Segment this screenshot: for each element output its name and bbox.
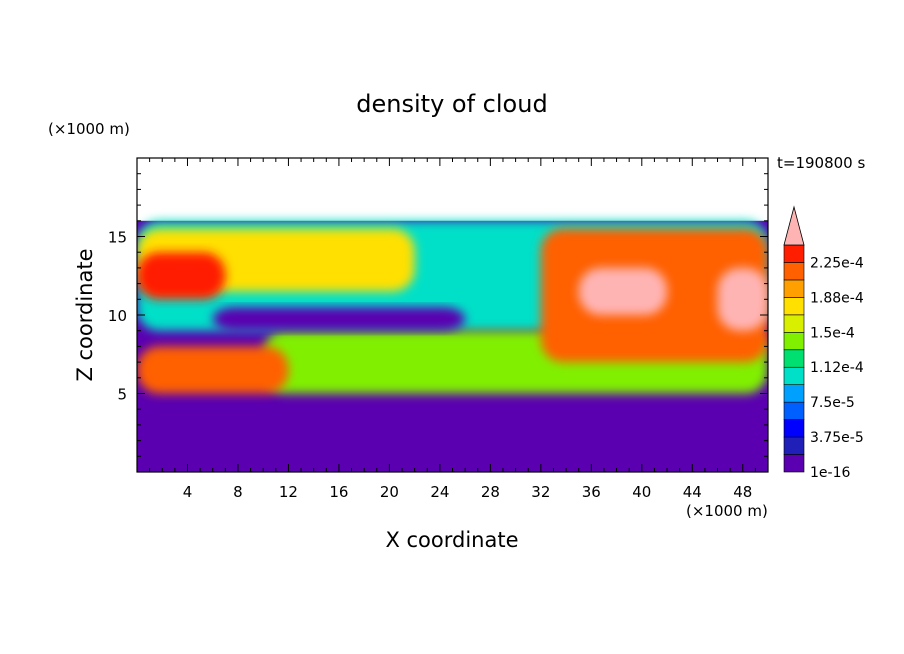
field-region — [212, 307, 466, 331]
x-tick-label: 20 — [380, 483, 399, 501]
x-axis: 4 8 12 16 20 24 28 32 36 40 44 48 — [149, 158, 756, 501]
field-region — [578, 267, 668, 315]
colorbar-swatch — [783, 297, 805, 316]
x-unit-label: (×1000 m) — [686, 502, 768, 520]
chart-title: density of cloud — [356, 90, 547, 118]
colorbar-label: 1e-16 — [810, 465, 850, 481]
colorbar-swatch — [783, 332, 805, 351]
colorbar-swatch — [783, 419, 805, 438]
x-tick-label: 4 — [183, 483, 193, 501]
x-tick-label: 28 — [481, 483, 500, 501]
colorbar-swatch — [783, 454, 805, 473]
x-axis-title: X coordinate — [385, 528, 518, 552]
colorbar-swatch — [783, 279, 805, 298]
field-region — [137, 252, 226, 300]
y-axis: 5 10 15 — [108, 173, 768, 457]
field-region — [717, 267, 768, 331]
colorbar-extend-arrow — [783, 205, 805, 246]
y-tick-label: 10 — [108, 307, 127, 325]
x-tick-label: 16 — [329, 483, 348, 501]
y-axis-title: Z coordinate — [73, 248, 97, 381]
x-tick-label: 24 — [430, 483, 449, 501]
cloud-density-field — [137, 220, 768, 472]
x-tick-label: 32 — [531, 483, 550, 501]
time-label: t=190800 s — [777, 154, 865, 172]
colorbar-swatch — [783, 436, 805, 455]
x-tick-label: 8 — [233, 483, 243, 501]
field-region — [137, 346, 289, 394]
colorbar-swatch — [783, 366, 805, 385]
y-tick-label: 15 — [108, 229, 127, 247]
x-tick-label: 36 — [582, 483, 601, 501]
x-tick-label: 44 — [683, 483, 702, 501]
x-tick-label: 48 — [733, 483, 752, 501]
colorbar-label: 1.5e-4 — [810, 325, 855, 341]
colorbar-label: 1.88e-4 — [810, 290, 864, 306]
x-tick-label: 12 — [279, 483, 298, 501]
colorbar-swatch — [783, 262, 805, 281]
x-tick-label: 40 — [632, 483, 651, 501]
colorbar-label: 7.5e-5 — [810, 395, 855, 411]
y-tick-label: 5 — [117, 386, 127, 404]
colorbar-label: 3.75e-5 — [810, 430, 864, 446]
colorbar-swatch — [783, 401, 805, 420]
colorbar-label: 1.12e-4 — [810, 360, 864, 376]
colorbar-label: 2.25e-4 — [810, 255, 864, 271]
colorbar-swatch — [783, 244, 805, 263]
colorbar: 1e-16 3.75e-5 7.5e-5 1.12e-4 1.5e-4 1.88e-4 2.… — [783, 205, 864, 481]
colorbar-swatch — [783, 384, 805, 403]
y-unit-label: (×1000 m) — [48, 120, 130, 138]
colorbar-swatch — [783, 314, 805, 333]
colorbar-swatch — [783, 349, 805, 368]
